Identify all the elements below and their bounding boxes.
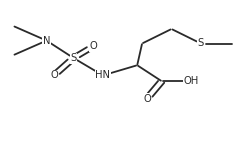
Text: S: S	[198, 39, 204, 48]
Text: OH: OH	[184, 76, 199, 86]
Text: O: O	[89, 41, 97, 51]
Text: N: N	[43, 36, 50, 46]
Text: O: O	[50, 70, 58, 80]
Text: S: S	[70, 53, 77, 63]
Text: HN: HN	[95, 70, 110, 80]
Text: O: O	[143, 94, 151, 104]
